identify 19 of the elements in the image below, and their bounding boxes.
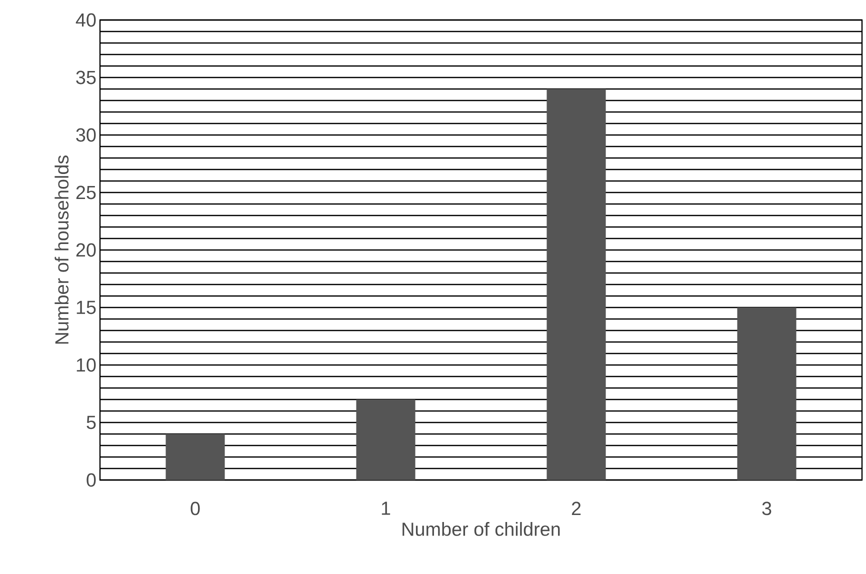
y-tick-label: 25 — [76, 186, 96, 200]
x-tick-label: 2 — [572, 502, 581, 515]
bar — [737, 307, 796, 480]
x-tick-label: 0 — [190, 502, 200, 516]
x-tick-label: 3 — [762, 502, 772, 516]
y-tick-label: 0 — [86, 473, 96, 487]
y-tick-label: 30 — [76, 128, 96, 142]
y-tick-label: 20 — [76, 243, 96, 257]
y-axis-title: Number of households — [54, 156, 69, 344]
y-tick-label: 40 — [76, 13, 96, 27]
y-tick-label: 35 — [76, 70, 96, 84]
y-tick-label: 5 — [86, 416, 96, 430]
bar — [546, 88, 606, 480]
y-tick-label: 15 — [76, 300, 96, 314]
y-tick-label: 10 — [76, 358, 96, 372]
bar — [166, 434, 225, 480]
bar — [356, 400, 416, 480]
x-axis-title: Number of children — [402, 522, 560, 536]
x-tick-label: 1 — [382, 502, 390, 515]
